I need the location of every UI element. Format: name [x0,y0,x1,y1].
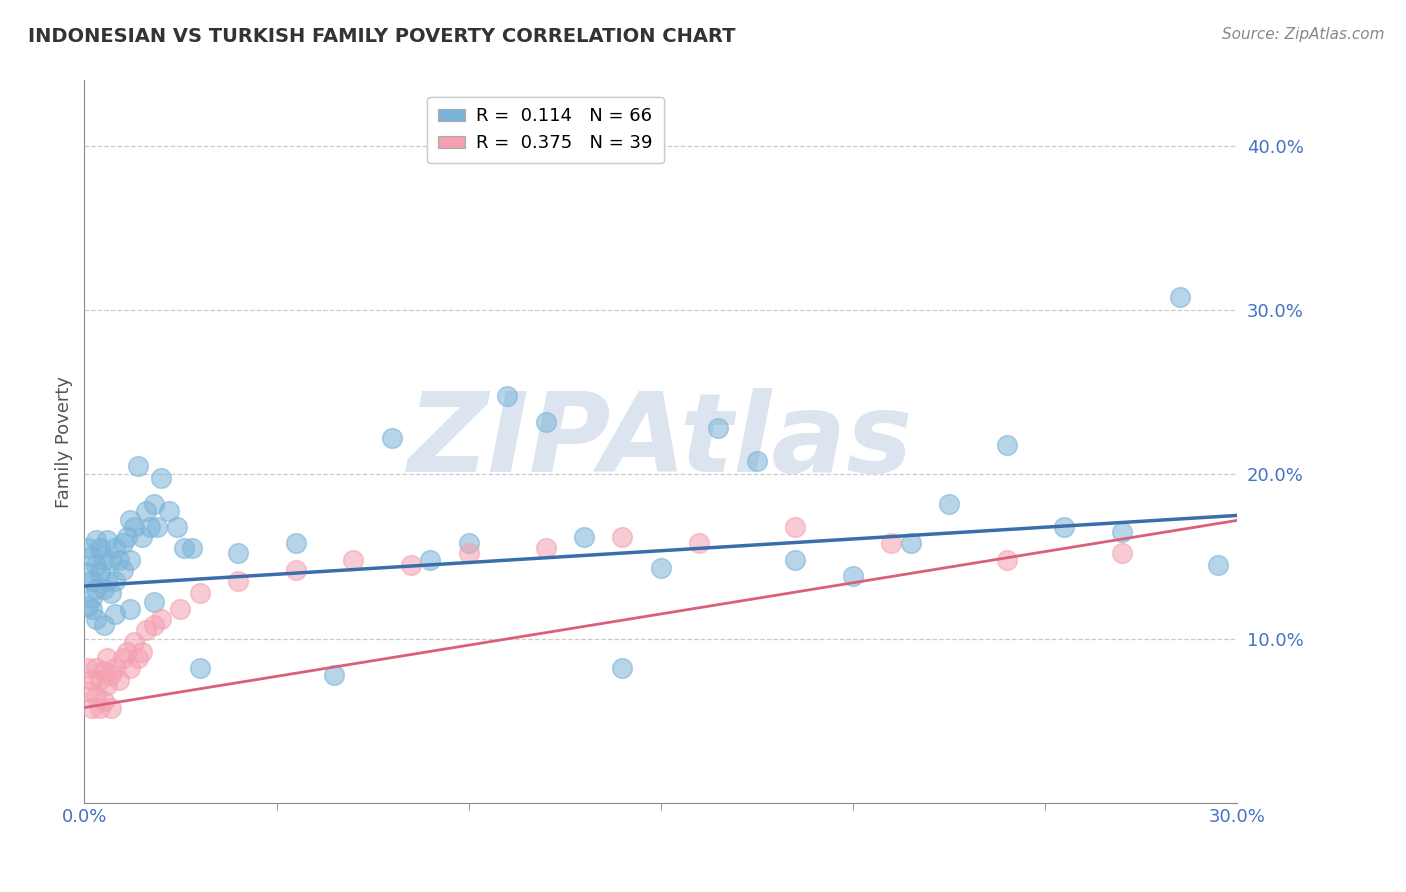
Point [342,553,364,567]
Point [534,541,557,556]
Point [142,618,165,632]
Point [124,635,146,649]
Point [226,546,249,560]
Point [108,673,131,687]
Point [77,599,100,613]
Point [84,558,107,572]
Legend: R =  0.114   N = 66, R =  0.375   N = 39: R = 0.114 N = 66, R = 0.375 N = 39 [427,96,664,163]
Point [650,561,672,575]
Point [100,553,122,567]
Text: ZIPAtlas: ZIPAtlas [408,388,914,495]
Point [150,612,173,626]
Point [1053,520,1076,534]
Point [127,651,149,665]
Point [89,566,111,580]
Point [150,470,173,484]
Point [707,421,730,435]
Point [111,563,134,577]
Point [104,541,127,556]
Point [995,438,1018,452]
Point [89,541,111,556]
Point [111,651,134,665]
Point [120,602,142,616]
Point [284,536,307,550]
Point [108,553,131,567]
Point [572,530,595,544]
Point [96,574,118,588]
Point [93,618,115,632]
Point [104,661,127,675]
Point [80,700,103,714]
Point [188,661,211,675]
Point [100,667,122,681]
Point [938,497,960,511]
Point [104,574,127,588]
Point [142,497,165,511]
Point [127,459,149,474]
Point [80,591,103,605]
Point [77,684,100,698]
Point [135,624,157,638]
Point [77,661,100,675]
Point [181,541,204,556]
Point [284,563,307,577]
Point [120,661,142,675]
Point [157,503,180,517]
Point [146,520,169,534]
Point [381,431,404,445]
Point [166,520,188,534]
Point [89,673,111,687]
Point [84,533,107,547]
Point [100,700,122,714]
Point [89,700,111,714]
Point [995,553,1018,567]
Point [138,520,160,534]
Point [77,566,100,580]
Point [188,585,211,599]
Point [173,541,195,556]
Point [496,388,519,402]
Text: Source: ZipAtlas.com: Source: ZipAtlas.com [1222,27,1385,42]
Point [104,607,127,621]
Point [80,602,103,616]
Point [96,533,118,547]
Point [120,513,142,527]
Point [93,665,115,679]
Point [124,520,146,534]
Point [1111,524,1133,539]
Point [612,661,634,675]
Point [534,415,557,429]
Point [96,651,118,665]
Point [457,546,479,560]
Y-axis label: Family Poverty: Family Poverty [55,376,73,508]
Point [84,612,107,626]
Point [135,503,157,517]
Point [785,553,807,567]
Point [84,661,107,675]
Point [84,689,107,703]
Text: INDONESIAN VS TURKISH FAMILY POVERTY CORRELATION CHART: INDONESIAN VS TURKISH FAMILY POVERTY COR… [28,27,735,45]
Point [688,536,710,550]
Point [80,549,103,564]
Point [142,595,165,609]
Point [111,536,134,550]
Point [96,677,118,691]
Point [419,553,441,567]
Point [120,553,142,567]
Point [226,574,249,588]
Point [399,558,422,572]
Point [131,530,153,544]
Point [93,694,115,708]
Point [84,582,107,597]
Point [880,536,903,550]
Point [77,541,100,556]
Point [900,536,922,550]
Point [1111,546,1133,560]
Point [169,602,191,616]
Point [115,530,138,544]
Point [842,569,865,583]
Point [1206,558,1229,572]
Point [323,667,346,681]
Point [745,454,768,468]
